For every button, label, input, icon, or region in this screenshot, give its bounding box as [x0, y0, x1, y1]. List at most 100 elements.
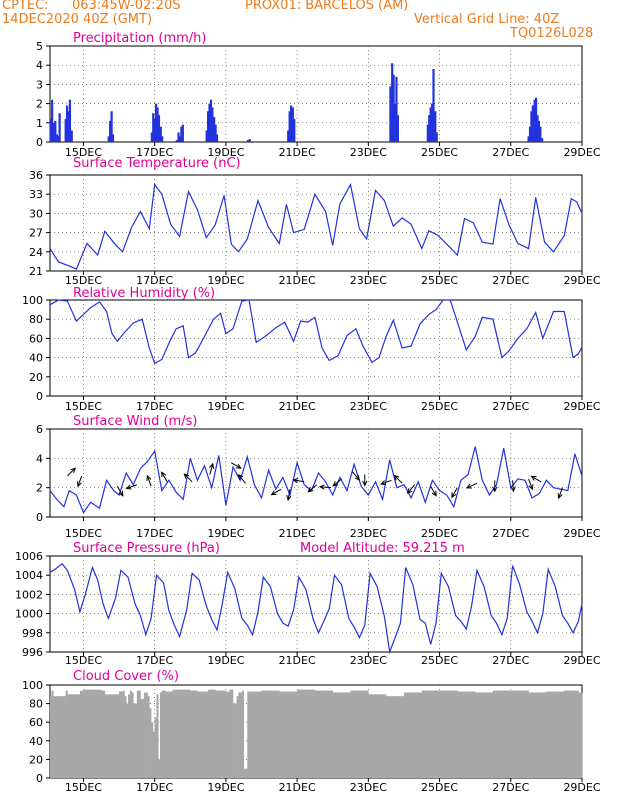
wind-xtick-label: 21DEC: [279, 527, 316, 540]
wind-arrow-head: [183, 473, 190, 479]
wind-arrow-head: [362, 480, 368, 487]
temp-ytick-label: 30: [29, 207, 43, 220]
precip-bar: [51, 99, 54, 142]
precip-bar: [208, 103, 211, 142]
precip-bar: [68, 99, 72, 142]
precip-bar: [111, 134, 115, 142]
cloud-ytick-label: 20: [29, 753, 43, 766]
cloud-xtick-label: 21DEC: [279, 781, 316, 794]
cloud-column: [238, 692, 243, 778]
precip-bar: [536, 115, 539, 142]
precip-bar: [65, 105, 69, 142]
precip-bar: [150, 132, 153, 142]
cloud-column: [122, 690, 125, 778]
precip-bar: [432, 69, 435, 142]
wind-arrow-head: [393, 474, 400, 481]
precip-bar: [537, 120, 541, 142]
pres-ytick-label: 996: [22, 646, 43, 659]
wind-arrow-shaft: [126, 484, 138, 489]
pres-title: Surface Pressure (hPa): [73, 541, 220, 556]
precip-bar: [54, 120, 57, 142]
wind-ytick-label: 4: [36, 452, 43, 465]
precip-bar: [156, 107, 159, 142]
precip-bar: [55, 134, 58, 142]
temp-panel: [46, 174, 583, 275]
pres-xtick-label: 23DEC: [350, 654, 387, 667]
precip-bar: [434, 111, 437, 142]
header-date: 14DEC2020 40Z (GMT): [2, 12, 153, 27]
precip-bar: [152, 113, 155, 142]
temp-xtick-label: 21DEC: [279, 274, 316, 287]
precip-bar: [528, 126, 532, 142]
precip-title: Precipitation (mm/h): [73, 31, 206, 46]
wind-arrow-head: [146, 474, 152, 481]
wind-arrow-shaft: [332, 478, 342, 487]
pres-ytick-label: 998: [22, 627, 43, 640]
wind-xtick-label: 17DEC: [136, 527, 173, 540]
cloud-column: [261, 690, 280, 778]
wind-ytick-label: 2: [36, 482, 43, 495]
wind-arrow-head: [125, 484, 132, 490]
pres-xtick-label: 25DEC: [421, 654, 458, 667]
cloud-column: [50, 696, 52, 778]
precip-bar: [57, 136, 60, 142]
cloud-column: [225, 691, 230, 778]
cloud-column: [279, 691, 298, 778]
precip-bar: [205, 130, 208, 142]
precip-bar: [178, 136, 182, 142]
precip-bar: [248, 139, 251, 142]
wind-xtick-label: 23DEC: [350, 527, 387, 540]
wind-arrow-head: [332, 481, 339, 487]
rh-ytick-label: 40: [29, 352, 43, 365]
precip-bar: [153, 118, 156, 142]
cloud-column: [160, 692, 163, 778]
temp-xtick-label: 27DEC: [492, 274, 529, 287]
wind-arrow-shaft: [67, 467, 76, 477]
precip-ytick-label: 0: [36, 136, 43, 149]
pres-xtick-label: 29DEC: [563, 654, 600, 667]
precip-bar: [70, 130, 73, 142]
cloud-column: [439, 690, 458, 778]
cloud-xtick-label: 27DEC: [492, 781, 529, 794]
precip-bar: [531, 105, 534, 142]
header-coords: 063:45W-02:20S: [72, 0, 181, 13]
precip-bar: [214, 124, 217, 142]
pres-ytick-label: 1006: [15, 550, 43, 563]
cloud-column: [332, 692, 351, 778]
precip-bar: [293, 118, 296, 142]
wind-arrow-shaft: [116, 485, 124, 496]
cloud-column: [297, 689, 316, 778]
wind-arrow-head: [406, 488, 413, 495]
cloud-column: [79, 690, 84, 778]
precip-xtick-label: 29DEC: [563, 146, 600, 159]
wind-arrow-shaft: [394, 475, 403, 484]
wind-arrow-head: [451, 492, 457, 499]
precip-bar: [207, 111, 210, 142]
wind-series-line: [49, 446, 583, 514]
precip-bar: [209, 99, 213, 142]
precip-bar: [155, 103, 158, 142]
cloud-column: [65, 690, 68, 778]
wind-arrow-head: [557, 492, 563, 500]
cloud-column: [233, 703, 237, 778]
cloud-xtick-label: 25DEC: [421, 781, 458, 794]
cloud-xtick-label: 23DEC: [350, 781, 387, 794]
wind-arrow-head: [530, 475, 537, 481]
precip-bar: [426, 124, 429, 142]
precip-bar: [396, 115, 400, 142]
wind-arrow-head: [235, 463, 242, 469]
cloud-column: [457, 691, 476, 778]
wind-frame: [49, 428, 583, 518]
temp-ytick-label: 36: [29, 169, 43, 182]
rh-xtick-label: 23DEC: [350, 400, 387, 413]
precip-bar: [287, 130, 290, 142]
wind-arrow-shaft: [531, 475, 542, 483]
cloud-column: [161, 690, 166, 778]
precip-bar: [534, 97, 538, 142]
cloud-column: [236, 696, 239, 778]
precip-bar: [161, 136, 164, 142]
precip-bar: [180, 126, 183, 142]
wind-ytick-label: 6: [36, 423, 43, 436]
cloud-column: [475, 692, 494, 778]
cloud-column: [215, 690, 227, 778]
